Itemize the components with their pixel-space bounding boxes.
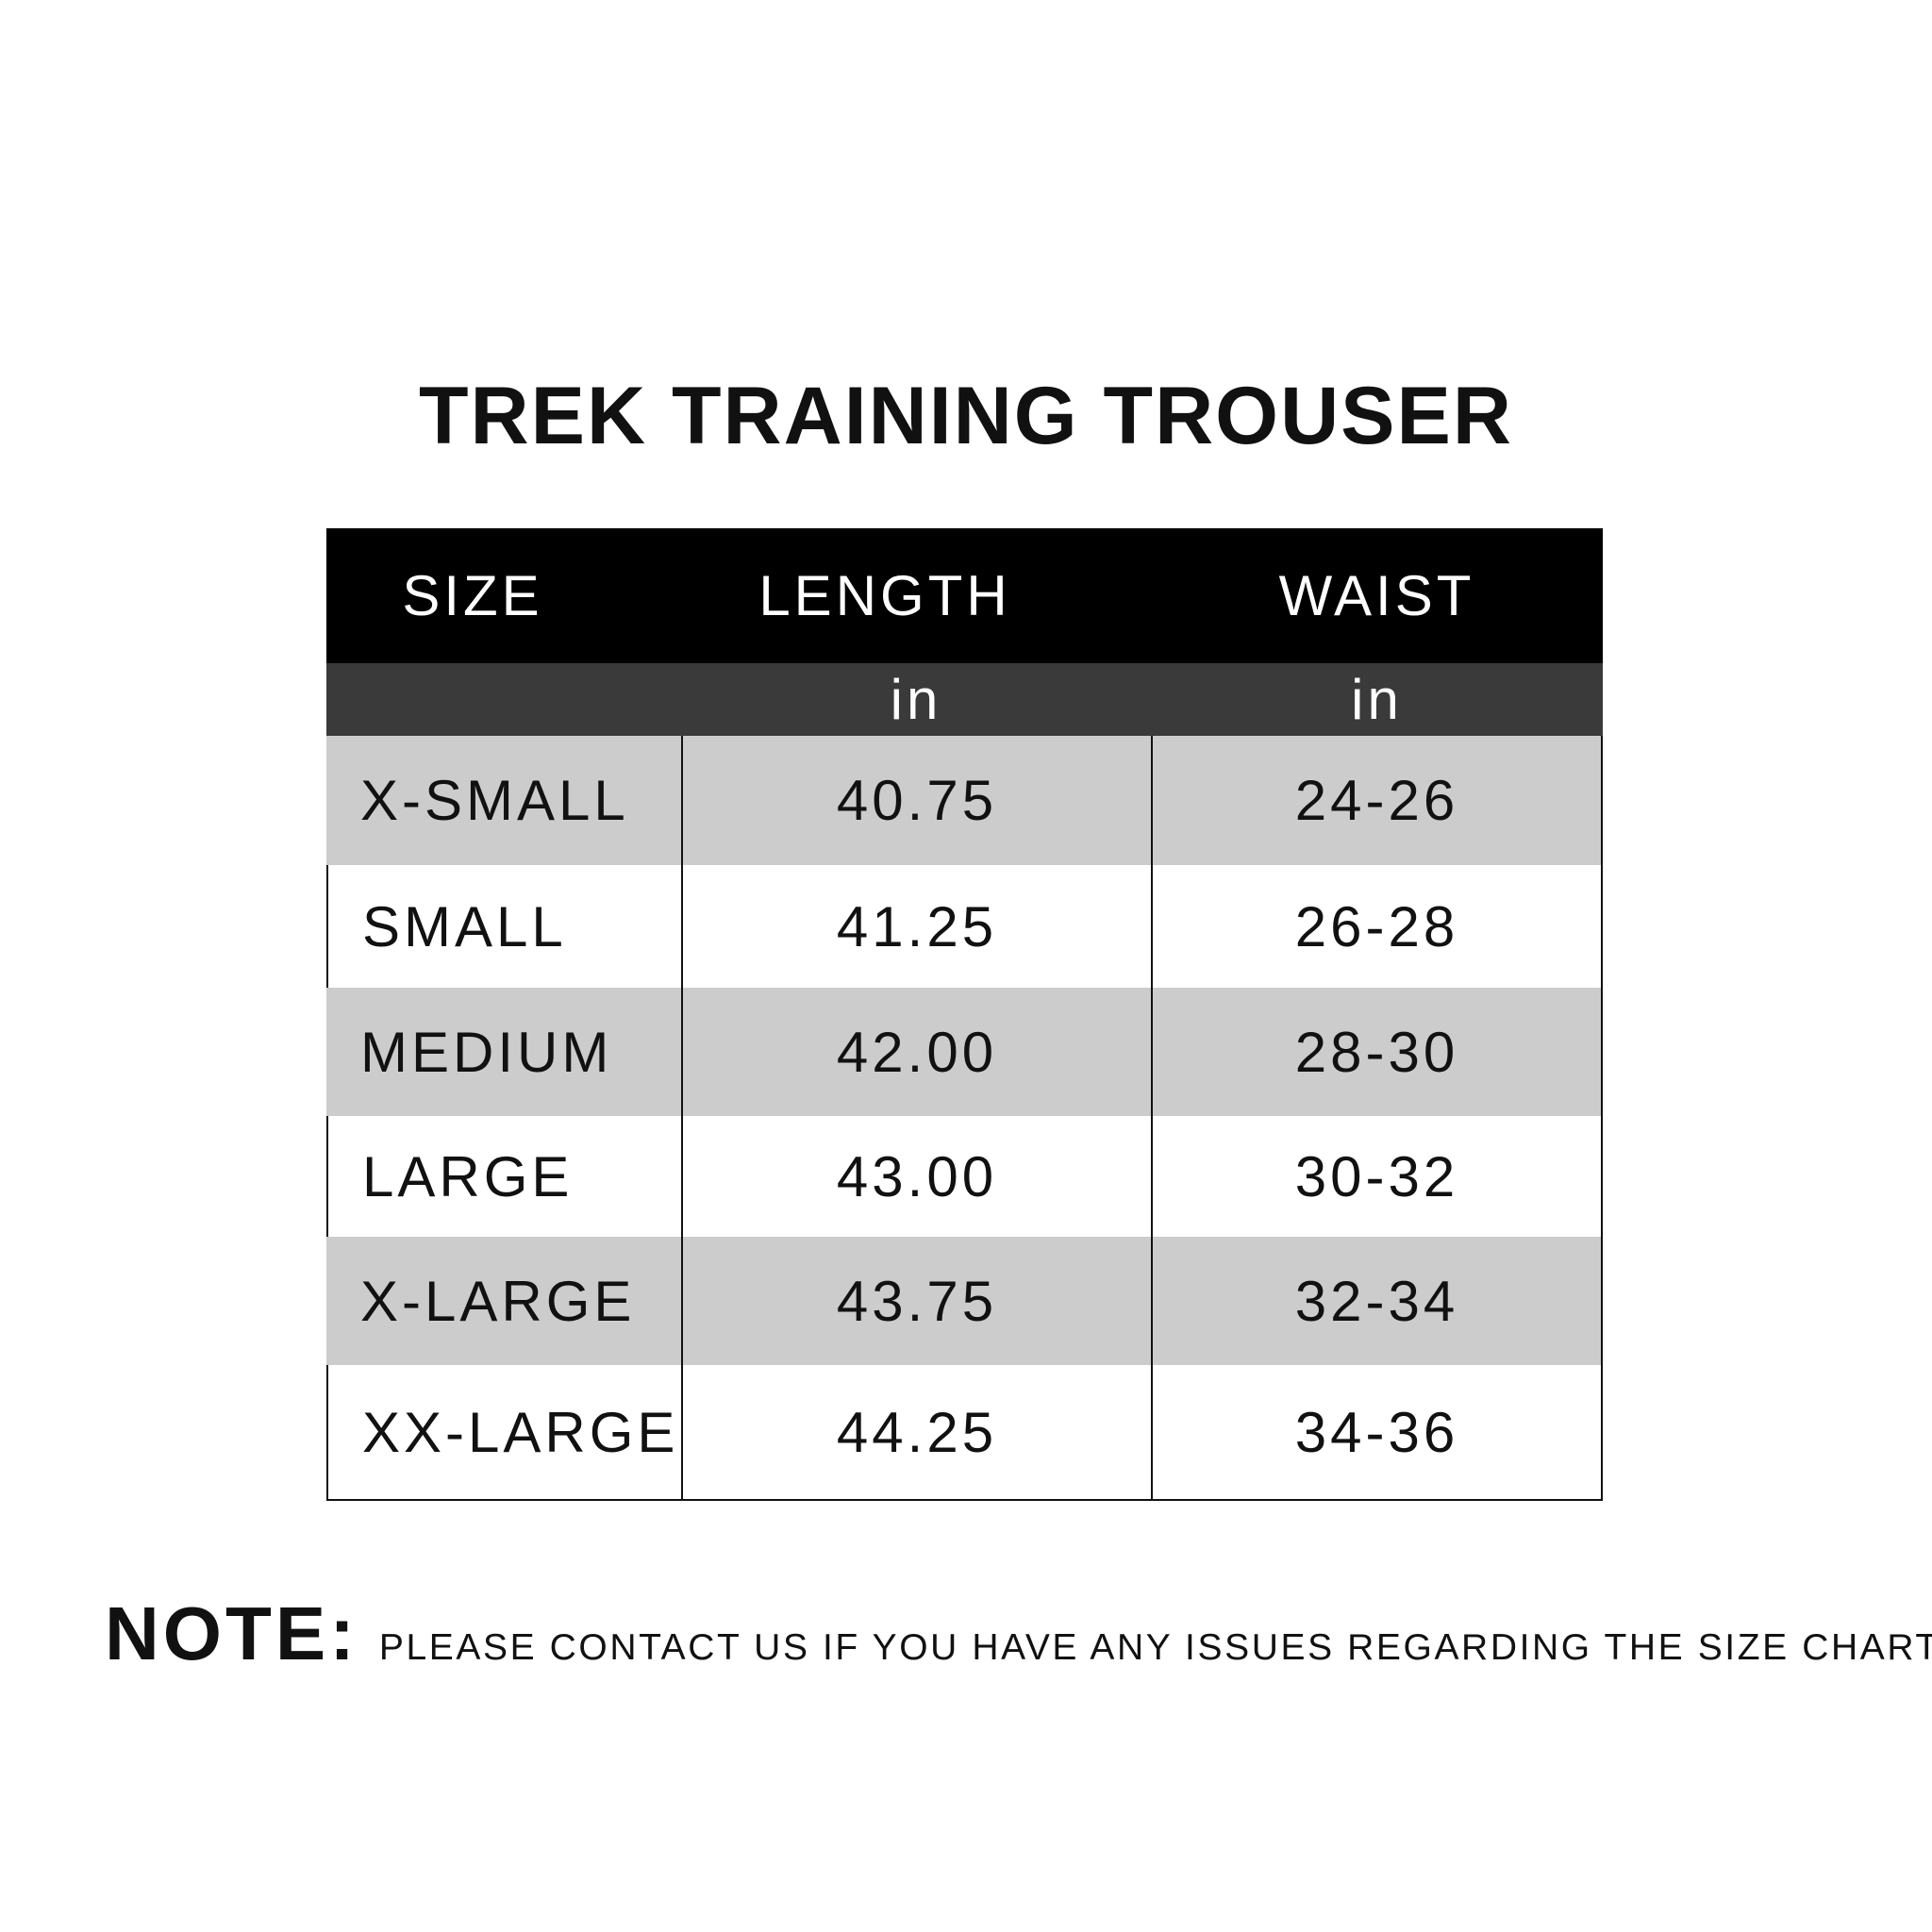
cell-length: 41.25 bbox=[681, 865, 1151, 988]
table-row: SMALL 41.25 26-28 bbox=[326, 865, 1603, 988]
table-row: MEDIUM 42.00 28-30 bbox=[326, 988, 1603, 1116]
cell-size: SMALL bbox=[326, 865, 681, 988]
unit-size bbox=[326, 663, 681, 736]
header-waist: WAIST bbox=[1278, 564, 1475, 627]
note-label: NOTE: bbox=[105, 1591, 358, 1675]
cell-waist: 30-32 bbox=[1151, 1116, 1603, 1237]
cell-length: 40.75 bbox=[681, 736, 1151, 865]
note-text: PLEASE CONTACT US IF YOU HAVE ANY ISSUES… bbox=[378, 1627, 1932, 1668]
cell-waist: 32-34 bbox=[1151, 1237, 1603, 1365]
cell-length: 43.00 bbox=[681, 1116, 1151, 1237]
cell-size: LARGE bbox=[326, 1116, 681, 1237]
note: NOTE: PLEASE CONTACT US IF YOU HAVE ANY … bbox=[105, 1591, 1932, 1677]
cell-waist: 34-36 bbox=[1151, 1365, 1603, 1499]
cell-size: MEDIUM bbox=[360, 1020, 613, 1084]
table-row: LARGE 43.00 30-32 bbox=[326, 1116, 1603, 1237]
cell-size: X-LARGE bbox=[360, 1269, 636, 1333]
unit-length: in bbox=[890, 668, 942, 731]
cell-length: 42.00 bbox=[681, 988, 1151, 1116]
cell-size: XX-LARGE bbox=[326, 1365, 681, 1499]
cell-waist: 24-26 bbox=[1151, 736, 1603, 865]
table-row: X-SMALL 40.75 24-26 bbox=[326, 736, 1603, 865]
cell-waist: 28-30 bbox=[1151, 988, 1603, 1116]
table-row: X-LARGE 43.75 32-34 bbox=[326, 1237, 1603, 1365]
cell-length: 43.75 bbox=[681, 1237, 1151, 1365]
cell-length: 44.25 bbox=[681, 1365, 1151, 1499]
table-row: XX-LARGE 44.25 34-36 bbox=[326, 1365, 1603, 1501]
header-row: SIZE LENGTH WAIST bbox=[326, 528, 1603, 663]
cell-waist: 26-28 bbox=[1151, 865, 1603, 988]
header-size: SIZE bbox=[402, 564, 543, 627]
page-title: TREK TRAINING TROUSER bbox=[419, 371, 1513, 461]
table-body: X-SMALL 40.75 24-26 SMALL 41.25 26-28 MEDIUM 42… bbox=[326, 736, 1603, 1501]
unit-waist: in bbox=[1351, 668, 1403, 731]
unit-row: in in bbox=[326, 663, 1603, 736]
cell-size: X-SMALL bbox=[360, 769, 629, 832]
header-length: LENGTH bbox=[758, 564, 1011, 627]
size-chart-table: SIZE LENGTH WAIST in in X-SMALL 40.75 24-2… bbox=[326, 528, 1603, 1501]
